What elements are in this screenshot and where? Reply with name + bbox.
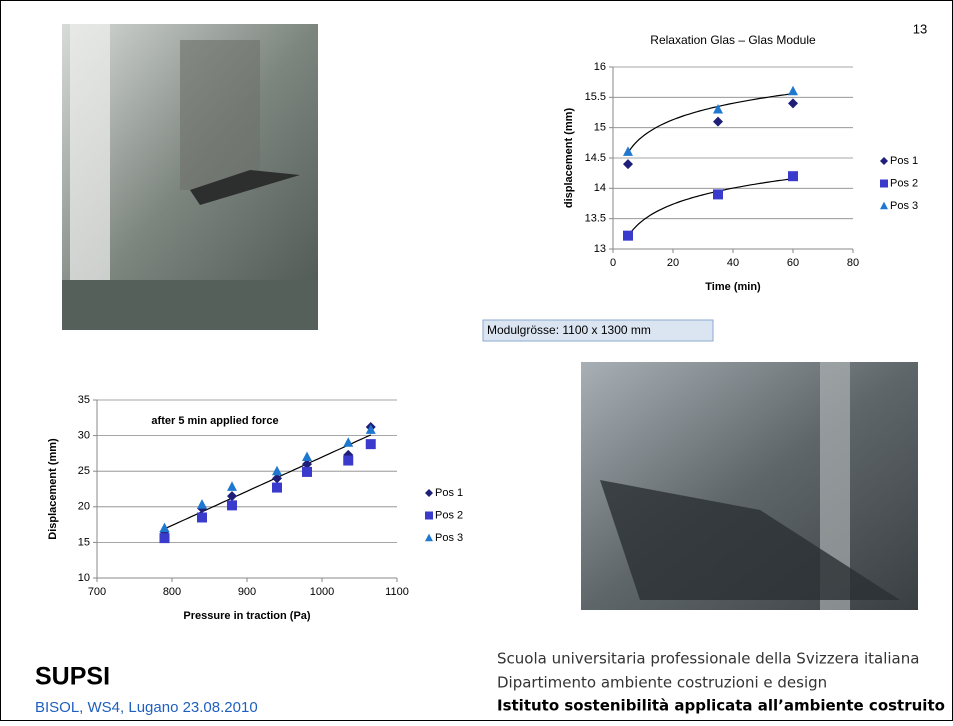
point (788, 171, 798, 181)
y-axis-label: Displacement (mm) (47, 438, 59, 540)
y-tick-label: 13 (594, 243, 606, 255)
x-tick-label: 0 (610, 257, 616, 269)
chart-title: Relaxation Glas – Glas Module (650, 33, 816, 47)
y-tick-label: 15 (78, 536, 90, 548)
page-number: 13 (913, 21, 927, 36)
y-tick-label: 30 (78, 430, 90, 442)
y-axis-label: displacement (mm) (563, 108, 575, 209)
institution-line: Dipartimento ambiente costruzioni e desi… (497, 674, 827, 692)
x-tick-label: 20 (667, 257, 679, 269)
point (713, 189, 723, 199)
y-tick-label: 14.5 (585, 152, 606, 164)
legend-label: Pos 2 (890, 177, 918, 189)
y-tick-label: 15 (594, 122, 606, 134)
legend-label: Pos 1 (435, 487, 463, 499)
point (160, 533, 170, 543)
institution-line: Scuola universitaria professionale della… (497, 650, 919, 668)
x-tick-label: 900 (238, 586, 256, 598)
event: BISOL, WS4, Lugano 23.08.2010 (35, 699, 258, 716)
module-size: Modulgrösse: 1100 x 1300 mm (487, 323, 651, 337)
y-tick-label: 14 (594, 182, 606, 194)
x-tick-label: 700 (88, 586, 106, 598)
y-tick-label: 10 (78, 572, 90, 584)
x-tick-label: 1000 (310, 586, 334, 598)
y-tick-label: 15.5 (585, 91, 606, 103)
x-axis-label: Pressure in traction (Pa) (183, 610, 310, 622)
legend-label: Pos 3 (890, 200, 918, 212)
point (272, 483, 282, 493)
y-tick-label: 20 (78, 501, 90, 513)
legend-label: Pos 3 (435, 532, 463, 544)
x-axis-label: Time (min) (705, 281, 761, 293)
point (227, 500, 237, 510)
y-tick-label: 13.5 (585, 213, 606, 225)
point (366, 439, 376, 449)
legend-label: Pos 1 (890, 155, 918, 167)
y-tick-label: 16 (594, 61, 606, 73)
institution-line: Istituto sostenibilità applicata all’amb… (497, 697, 945, 715)
legend-label: Pos 2 (435, 509, 463, 521)
photo (62, 24, 318, 330)
x-tick-label: 40 (727, 257, 739, 269)
slide: 13 Modulgrösse: 1100 x 1300 mm SUPSI BIS… (0, 0, 953, 721)
x-tick-label: 800 (163, 586, 181, 598)
x-tick-label: 60 (787, 257, 799, 269)
point (343, 456, 353, 466)
legend-marker (880, 180, 888, 188)
annotation: after 5 min applied force (151, 415, 278, 427)
logo: SUPSI (35, 663, 110, 691)
x-tick-label: 80 (847, 257, 859, 269)
point (302, 467, 312, 477)
point (197, 512, 207, 522)
legend-marker (425, 512, 433, 520)
point (623, 231, 633, 241)
photo (581, 362, 918, 610)
y-tick-label: 25 (78, 465, 90, 477)
y-tick-label: 35 (78, 394, 90, 406)
x-tick-label: 1100 (385, 586, 409, 598)
